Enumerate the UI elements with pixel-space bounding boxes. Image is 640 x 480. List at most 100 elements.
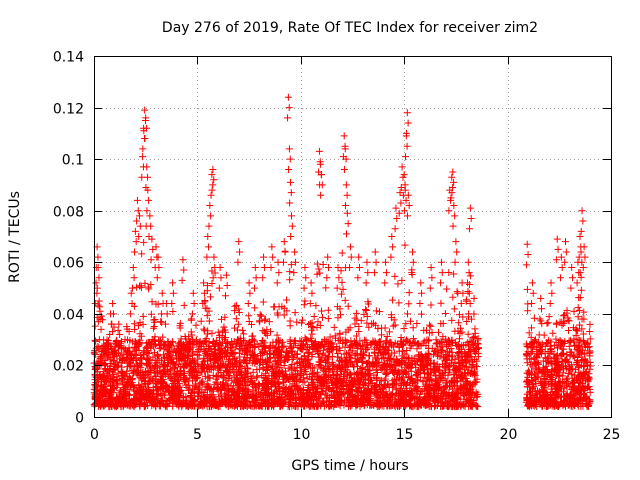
data-point [141, 106, 149, 114]
data-point [269, 253, 277, 261]
data-point [267, 263, 275, 271]
data-point [404, 310, 412, 318]
data-point [455, 319, 463, 327]
data-point [339, 285, 347, 293]
data-point [549, 329, 557, 337]
data-point [346, 243, 354, 251]
data-point [470, 294, 478, 302]
data-point [279, 258, 287, 266]
data-point [148, 298, 156, 306]
data-point [96, 307, 104, 315]
data-point [127, 289, 135, 297]
data-point [251, 304, 259, 312]
data-point [382, 258, 390, 266]
data-point [385, 328, 393, 336]
data-point [126, 310, 134, 318]
data-point [234, 320, 242, 328]
data-point [319, 313, 327, 321]
data-point [153, 274, 161, 282]
data-point [315, 265, 323, 273]
data-point [400, 324, 408, 332]
data-point [136, 222, 144, 230]
data-point [207, 212, 215, 220]
data-point [381, 279, 389, 287]
data-point [228, 376, 236, 384]
data-point [143, 163, 151, 171]
data-point [291, 248, 299, 256]
data-point [281, 248, 289, 256]
data-point [362, 279, 370, 287]
data-point [286, 199, 294, 207]
data-point [244, 300, 252, 308]
data-point [91, 336, 99, 344]
data-point [347, 253, 355, 261]
data-point [138, 250, 146, 258]
data-point [301, 263, 309, 271]
data-point [343, 230, 351, 238]
data-point [268, 243, 276, 251]
data-point [216, 263, 224, 271]
data-point [391, 272, 399, 280]
data-point [300, 284, 308, 292]
data-point [169, 289, 177, 297]
data-point [353, 316, 361, 324]
data-point [180, 266, 188, 274]
data-point [286, 155, 294, 163]
data-point [157, 318, 165, 326]
data-point [285, 165, 293, 173]
data-point [466, 272, 474, 280]
data-point [355, 253, 363, 261]
data-point [577, 286, 585, 294]
data-point [245, 312, 253, 320]
data-point [210, 253, 218, 261]
data-point [300, 301, 308, 309]
data-point [205, 222, 213, 230]
data-point [238, 326, 246, 334]
data-point [340, 165, 348, 173]
data-point [139, 153, 147, 161]
data-point [130, 274, 138, 282]
data-point [280, 238, 288, 246]
data-point [214, 328, 222, 336]
data-point [259, 274, 267, 282]
data-point [471, 325, 479, 333]
data-point [286, 178, 294, 186]
data-point [115, 320, 123, 328]
data-point [337, 290, 345, 298]
data-point [382, 269, 390, 277]
data-point [235, 238, 243, 246]
data-point [259, 298, 267, 306]
data-point [530, 314, 538, 322]
data-point [342, 181, 350, 189]
data-point [204, 327, 212, 335]
data-point [139, 312, 147, 320]
data-point [453, 351, 461, 359]
data-point [450, 370, 458, 378]
data-point [156, 338, 164, 346]
data-point [275, 269, 283, 277]
data-point [405, 300, 413, 308]
data-point [575, 294, 583, 302]
data-point [155, 336, 163, 344]
data-point [312, 302, 320, 310]
data-point [290, 269, 298, 277]
data-point [95, 336, 103, 344]
data-point [129, 263, 137, 271]
data-point [535, 331, 543, 339]
data-point [427, 322, 435, 330]
data-point [394, 280, 402, 288]
data-point [155, 263, 163, 271]
data-point [372, 307, 380, 315]
data-point [344, 302, 352, 310]
data-point [413, 319, 421, 327]
data-point [437, 299, 445, 307]
data-point [97, 325, 105, 333]
data-point [139, 145, 147, 153]
data-point [265, 318, 273, 326]
data-point [150, 322, 158, 330]
data-point [579, 330, 587, 338]
data-point [370, 269, 378, 277]
data-point [147, 222, 155, 230]
data-point [341, 202, 349, 210]
data-point [97, 312, 105, 320]
